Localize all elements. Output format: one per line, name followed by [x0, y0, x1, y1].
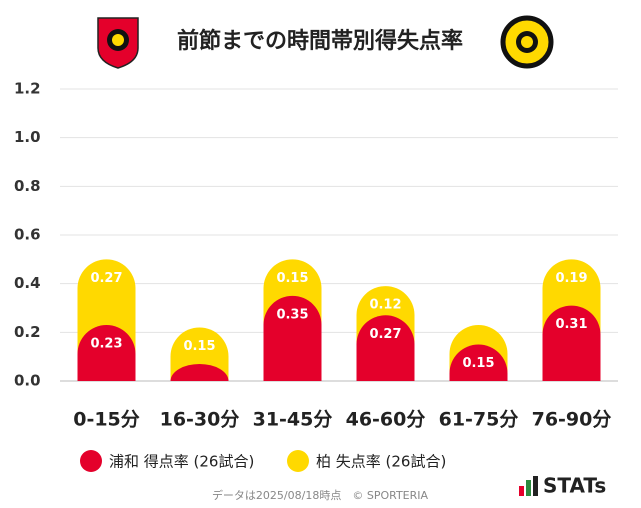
home-logo	[97, 17, 139, 69]
bar-segment	[263, 295, 322, 381]
x-tick-label: 61-75分	[439, 409, 519, 431]
y-tick-label: 0.6	[14, 226, 41, 244]
data-label: 0.35	[276, 307, 308, 322]
bar-segment	[77, 325, 136, 381]
y-tick-label: 0.2	[14, 323, 41, 341]
data-label: 0.31	[555, 317, 587, 332]
data-label: 0.19	[555, 271, 587, 286]
footer-note: データは2025/08/18時点 © SPORTERIA	[212, 488, 429, 502]
y-tick-label: 1.0	[14, 128, 41, 146]
x-tick-label: 46-60分	[346, 409, 426, 431]
data-label: 0.15	[183, 339, 215, 354]
data-label: 0.27	[369, 327, 401, 342]
x-tick-label: 31-45分	[253, 409, 333, 431]
y-tick-label: 1.2	[14, 80, 41, 98]
legend-label: 柏 失点率 (26試合)	[316, 453, 446, 471]
data-label: 0.27	[90, 271, 122, 286]
x-tick-label: 16-30分	[160, 409, 240, 431]
legend-swatch	[287, 450, 309, 472]
bar-segment	[170, 363, 229, 381]
legend-swatch	[80, 450, 102, 472]
legend-label: 浦和 得点率 (26試合)	[109, 453, 254, 471]
bar-segment	[449, 344, 508, 381]
brand-logo	[519, 476, 538, 496]
data-label: 0.12	[369, 298, 401, 313]
chart-title: 前節までの時間帯別得失点率	[177, 28, 463, 54]
data-label: 0.15	[276, 271, 308, 286]
brand-name: STATs	[543, 474, 606, 498]
x-tick-label: 76-90分	[532, 409, 612, 431]
y-tick-label: 0.4	[14, 274, 41, 292]
y-tick-label: 0.8	[14, 177, 41, 195]
bar-segment	[356, 315, 415, 381]
away-logo	[500, 15, 554, 69]
data-label: 0.23	[90, 337, 122, 352]
x-tick-label: 0-15分	[73, 409, 140, 431]
bar-segment	[542, 305, 601, 381]
y-tick-label: 0.0	[14, 372, 41, 390]
data-label: 0.15	[462, 356, 494, 371]
